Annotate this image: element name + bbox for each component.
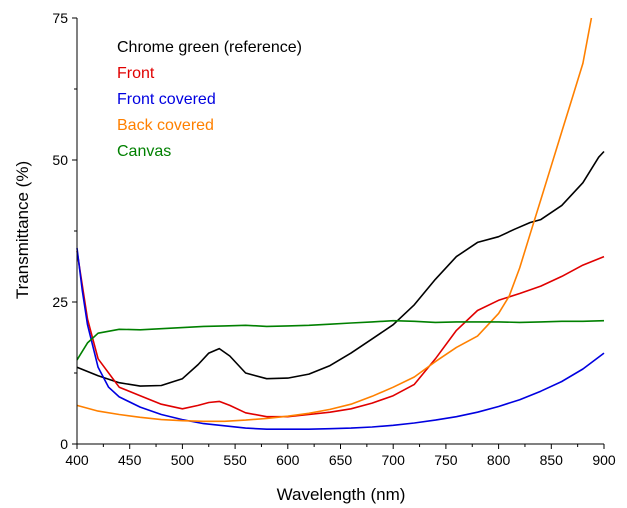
- y-tick-label: 0: [60, 436, 68, 452]
- y-tick-label: 50: [52, 152, 68, 168]
- x-tick-label: 500: [171, 452, 195, 468]
- legend-entry-2: Front: [117, 65, 155, 82]
- series-line-3: [76, 247, 605, 431]
- legend: Chrome green (reference) Front Front cover…: [117, 39, 302, 160]
- x-tick-label: 800: [487, 452, 511, 468]
- series-line-2: [76, 250, 605, 418]
- x-tick-label: 650: [329, 452, 353, 468]
- x-tick-label: 850: [540, 452, 564, 468]
- legend-entry-3: Front covered: [117, 91, 216, 108]
- y-tick-label: 25: [52, 294, 68, 310]
- x-tick-label: 900: [592, 452, 616, 468]
- axes-layer: 400 450 500 550 600 650 700 750 800 850 900 0 25 50 75: [52, 10, 615, 468]
- x-tick-label: 600: [276, 452, 300, 468]
- legend-entry-4: Back covered: [117, 117, 214, 134]
- x-tick-label: 450: [118, 452, 142, 468]
- x-tick-label: 750: [434, 452, 458, 468]
- y-axis-title: Transmittance (%): [13, 161, 32, 299]
- y-tick-label: 75: [52, 10, 68, 26]
- series-line-1: [76, 150, 605, 387]
- legend-entry-1: Chrome green (reference): [117, 39, 302, 56]
- x-tick-label: 400: [65, 452, 89, 468]
- legend-entry-5: Canvas: [117, 143, 171, 160]
- x-tick-label: 700: [382, 452, 406, 468]
- series-layer: [76, 17, 605, 431]
- series-line-4: [76, 17, 593, 423]
- x-tick-label: 550: [223, 452, 247, 468]
- x-axis-title: Wavelength (nm): [277, 485, 406, 504]
- series-line-5: [76, 319, 605, 361]
